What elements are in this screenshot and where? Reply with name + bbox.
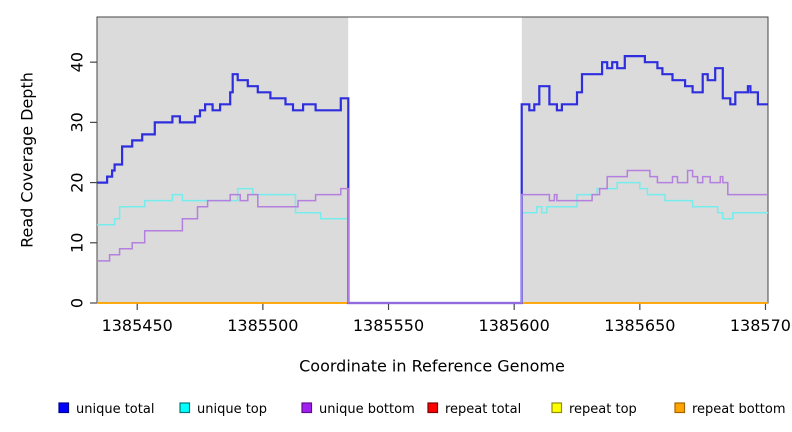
y-axis-tick-label: 0 [68,298,87,308]
legend-swatch-unique-top [179,402,191,414]
legend-item-unique-top: unique top [179,402,267,417]
panel-background-right [521,17,768,303]
masked-region [348,17,522,303]
legend-swatch-unique-total [58,402,70,414]
legend-label: unique top [197,402,267,417]
legend-swatch-repeat-top [551,402,563,414]
x-axis-tick-label: 1385650 [604,316,675,335]
x-axis-tick-label: 1385600 [479,316,550,335]
x-axis-tick-label: 1385500 [227,316,298,335]
legend-item-repeat-bottom: repeat bottom [674,402,786,417]
legend-swatch-unique-bottom [301,402,313,414]
y-axis-tick-label: 40 [68,52,87,72]
x-axis-tick-label: 1385450 [102,316,173,335]
legend-swatch-repeat-total [427,402,439,414]
series-line-unique-top [97,181,768,304]
x-axis-tick-label: 1385550 [353,316,424,335]
legend-swatch-repeat-bottom [674,402,686,414]
legend-label: unique bottom [319,402,415,417]
legend-item-repeat-total: repeat total [427,402,521,417]
legend-item-unique-bottom: unique bottom [301,402,415,417]
legend-label: repeat top [569,402,637,417]
legend-item-unique-total: unique total [58,402,154,417]
y-axis-tick-label: 30 [68,112,87,132]
legend-label: repeat bottom [692,402,786,417]
y-axis-tick-label: 20 [68,172,87,192]
legend-item-repeat-top: repeat top [551,402,637,417]
x-axis-title: Coordinate in Reference Genome [299,356,565,376]
legend-label: repeat total [445,402,521,417]
panel-background-left [97,17,349,303]
series-line-unique-total [97,55,768,305]
y-axis-tick-label: 10 [68,233,87,253]
legend-label: unique total [76,402,154,417]
series-line-unique-bottom [97,169,768,304]
y-axis-title: Read Coverage Depth [17,72,37,248]
